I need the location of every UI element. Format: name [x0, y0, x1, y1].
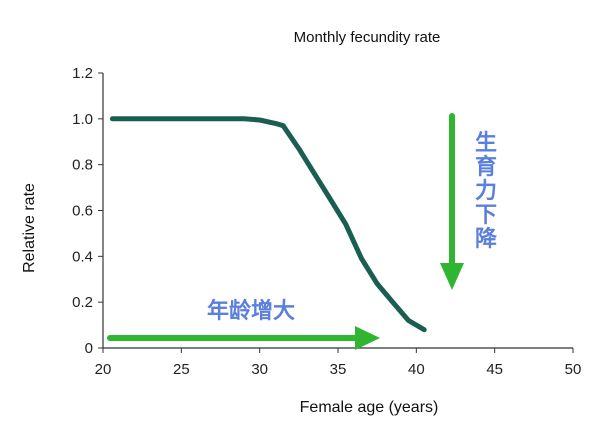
x-tick-label: 50: [565, 361, 582, 378]
annotations: 年龄增大 生育力下降: [107, 113, 498, 350]
x-tick-label: 20: [95, 361, 112, 378]
y-tick-label: 1.2: [72, 65, 93, 82]
x-tick-label: 25: [173, 361, 190, 378]
x-axis-label: Female age (years): [300, 399, 439, 416]
fertility-arrow: [440, 113, 464, 290]
y-tick-label: 0.4: [72, 248, 93, 265]
y-ticks: 0 0.2 0.4 0.6 0.8 1.0 1.2: [72, 65, 103, 357]
x-tick-label: 40: [408, 361, 425, 378]
fecundity-series-line: [109, 116, 427, 333]
age-arrow: [107, 326, 380, 350]
y-tick-label: 0.8: [72, 157, 93, 174]
x-tick-label: 35: [330, 361, 347, 378]
y-tick-label: 0.2: [72, 294, 93, 311]
y-tick-label: 0: [85, 340, 93, 357]
x-tick-label: 45: [486, 361, 503, 378]
y-tick-label: 0.6: [72, 203, 93, 220]
x-tick-label: 30: [251, 361, 268, 378]
y-tick-label: 1.0: [72, 111, 93, 128]
age-increase-label: 年龄增大: [207, 298, 295, 324]
chart-title: Monthly fecundity rate: [294, 29, 441, 46]
fertility-decline-label: 生育力下降: [475, 131, 498, 252]
y-axis-label: Relative rate: [21, 183, 38, 273]
series-layer: [109, 116, 427, 333]
x-ticks: 20 25 30 35 40 45 50: [95, 348, 582, 378]
